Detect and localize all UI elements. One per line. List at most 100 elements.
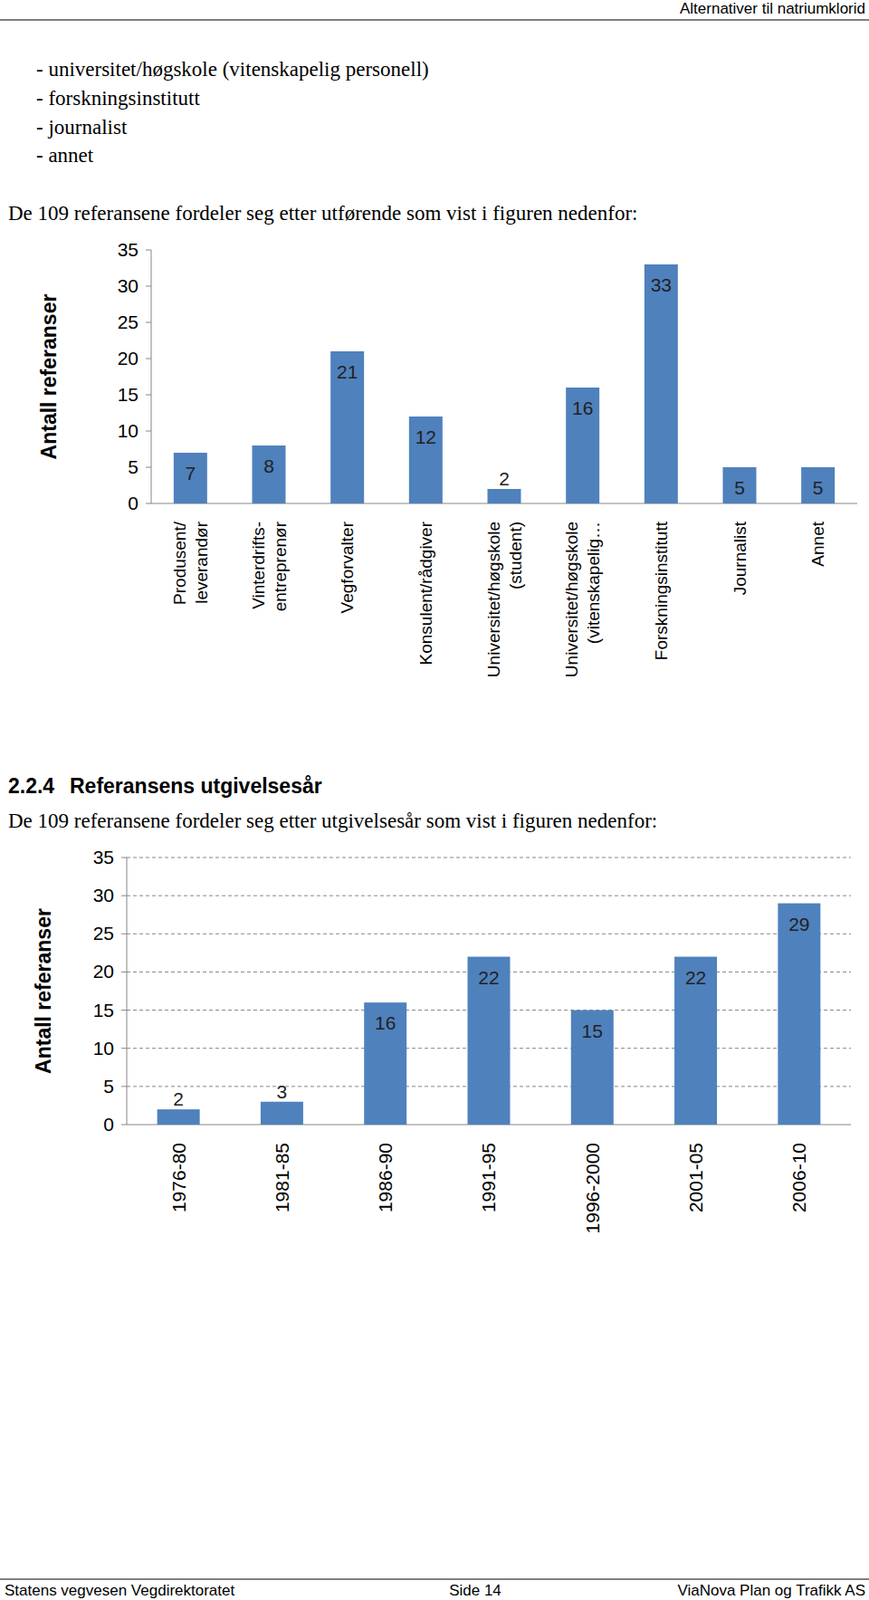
- x-tick-label: 1986-90: [374, 1142, 396, 1213]
- y-tick-label: 10: [117, 420, 139, 441]
- x-tick-label-line: 1986-90: [374, 1142, 396, 1213]
- x-tick-label: Vinterdrifts-entreprenør: [248, 520, 290, 612]
- data-label: 21: [336, 361, 358, 382]
- x-tick-label: Konsulent/rådgiver: [416, 520, 436, 665]
- x-tick-label: Universitet/høgskole(student): [484, 521, 526, 678]
- x-tick-label-line: Journalist: [730, 520, 750, 595]
- data-label: 15: [582, 1020, 603, 1041]
- y-tick: [121, 857, 127, 859]
- y-tick-label: 5: [103, 1075, 115, 1097]
- bar: [723, 467, 757, 504]
- x-tick-label-line: Universitet/høgskole: [484, 521, 504, 678]
- bar: [487, 488, 522, 504]
- y-axis: [126, 857, 128, 1125]
- bar: [173, 452, 208, 504]
- y-tick-label: 30: [117, 275, 139, 297]
- bar: [571, 1010, 614, 1125]
- y-tick-label: 35: [93, 846, 115, 868]
- x-tick-label-line: 1976-80: [167, 1142, 189, 1213]
- bar: [260, 1101, 304, 1125]
- x-tick-label: Annet: [808, 520, 828, 566]
- y-axis-title: Antall referanser: [37, 294, 61, 460]
- data-label: 8: [263, 455, 275, 477]
- y-tick-label: 20: [93, 960, 115, 982]
- y-tick: [145, 394, 152, 396]
- x-tick-label: 2006-10: [788, 1142, 810, 1213]
- bars: [157, 903, 822, 1125]
- x-tick-label-line: Produsent/: [170, 520, 190, 605]
- y-tick: [145, 503, 152, 505]
- footer-rule: [0, 1578, 869, 1580]
- data-label: 3: [276, 1080, 288, 1102]
- y-tick: [145, 358, 152, 360]
- bar: [565, 387, 600, 504]
- y-tick: [121, 1009, 127, 1011]
- x-tick-label: 1996-2000: [582, 1142, 603, 1233]
- data-label: 16: [572, 397, 593, 419]
- heading-number: 2.2.4: [8, 773, 55, 798]
- data-label: 5: [812, 477, 824, 498]
- x-tick-label-line: Annet: [808, 520, 828, 566]
- header-rule: [0, 19, 869, 21]
- footer-right: ViaNova Plan og Trafikk AS: [677, 1581, 866, 1599]
- y-tick-label: 20: [117, 347, 139, 369]
- x-tick-label-line: (vitenskapelig…: [583, 521, 603, 644]
- x-tick-label-line: Universitet/høgskole: [562, 521, 582, 678]
- y-tick-label: 15: [93, 999, 115, 1021]
- footer-center: Side 14: [448, 1581, 502, 1599]
- grid-line: [126, 857, 851, 859]
- x-tick-label-line: 1996-2000: [582, 1142, 603, 1233]
- x-tick-label: Journalist: [730, 520, 750, 595]
- x-tick-label: 1976-80: [167, 1142, 189, 1213]
- x-tick-label: 1991-95: [477, 1142, 499, 1213]
- y-tick-label: 5: [127, 456, 139, 478]
- bar-chart: 05101520253035Antall referanser782112216…: [37, 238, 858, 678]
- grid-line: [126, 895, 851, 897]
- y-tick-label: 25: [117, 311, 139, 333]
- y-tick-label: 0: [127, 492, 139, 514]
- bar: [363, 1002, 407, 1125]
- data-label: 5: [734, 477, 745, 498]
- x-tick-label-line: 2006-10: [788, 1142, 810, 1213]
- data-label: 22: [477, 966, 499, 988]
- bar: [674, 956, 717, 1125]
- paragraph: De 109 referansene fordeler seg etter ut…: [8, 201, 638, 225]
- y-tick-label: 25: [93, 922, 115, 944]
- y-tick: [121, 1085, 127, 1087]
- data-label: 29: [788, 913, 810, 935]
- x-tick-label-line: Konsulent/rådgiver: [416, 520, 436, 665]
- data-label: 2: [172, 1088, 184, 1109]
- y-tick-label: 30: [93, 884, 115, 906]
- y-axis-title: Antall referanser: [31, 907, 56, 1074]
- y-tick-label: 0: [103, 1113, 115, 1135]
- x-tick-label: Vegforvalter: [337, 520, 357, 613]
- bar: [467, 956, 511, 1125]
- x-tick-label-line: Vinterdrifts-: [248, 521, 268, 610]
- y-tick: [121, 971, 127, 973]
- bar: [330, 351, 364, 504]
- x-tick-label-line: entreprenør: [270, 520, 290, 612]
- x-tick-label: Produsent/leverandør: [170, 520, 211, 605]
- x-tick-label-line: 2001-05: [685, 1142, 707, 1213]
- data-label: 7: [184, 462, 196, 484]
- bullet-item: - annet: [36, 143, 95, 167]
- x-tick-label-line: leverandør: [191, 520, 211, 603]
- bar-chart: 05101520253035Antall referanser231622152…: [31, 846, 851, 1233]
- y-tick: [145, 322, 152, 324]
- running-header: Alternativer til natriumklorid: [679, 0, 866, 18]
- y-tick: [121, 1124, 127, 1126]
- y-tick: [145, 467, 152, 468]
- grid-line: [126, 933, 851, 935]
- y-tick: [145, 286, 152, 287]
- data-label: 12: [415, 426, 437, 448]
- bars: [173, 264, 835, 504]
- x-tick-label-line: Forskningsinstitutt: [651, 520, 671, 660]
- data-label: 22: [685, 966, 707, 988]
- y-tick-label: 10: [93, 1037, 115, 1059]
- paragraph: De 109 referansene fordeler seg etter ut…: [8, 809, 658, 832]
- page: Alternativer til natriumklorid- universi…: [0, 0, 869, 1600]
- bar: [252, 445, 287, 504]
- x-tick-label-line: Vegforvalter: [337, 520, 357, 613]
- x-tick-label-line: (student): [506, 521, 526, 590]
- y-tick: [121, 895, 127, 897]
